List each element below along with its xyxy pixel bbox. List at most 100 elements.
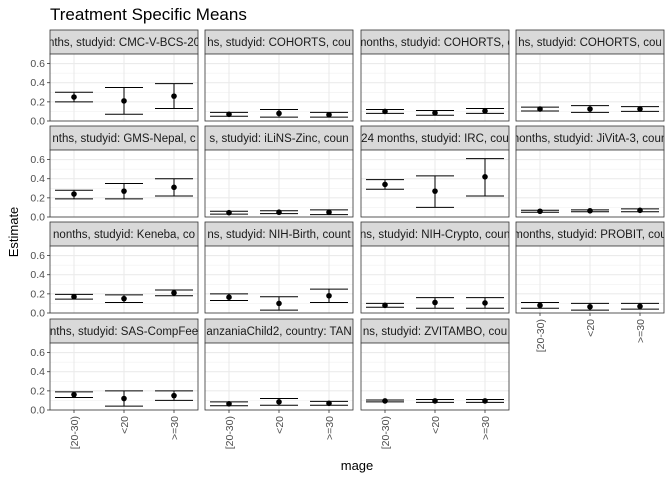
facet-strip	[49, 318, 199, 344]
y-tick-label: 0.6	[30, 347, 45, 359]
estimate-point	[71, 391, 77, 398]
facet-strip	[515, 125, 665, 151]
facet-panel: months, studyid: PROBIT, cou [20-30) <20 >=…	[513, 221, 666, 352]
estimate-point	[382, 108, 388, 115]
estimate-point	[276, 399, 282, 405]
panel-border	[515, 53, 665, 122]
facet-panel: nths, studyid: GMS-Nepal, c 0.0 0.2 0.4 0.6	[30, 125, 199, 224]
estimate-point	[382, 398, 388, 404]
facet-panel: s, studyid: iLiNS-Zinc, coun	[204, 125, 354, 218]
x-tick-label: <20	[274, 416, 286, 434]
estimate-point	[121, 188, 127, 194]
facet-strip	[360, 221, 510, 247]
estimate-point	[171, 93, 177, 99]
y-tick-label: 0.2	[30, 96, 45, 108]
facet-strip-label: ns, studyid: NIH-Birth, count	[207, 229, 351, 241]
x-tick-label: <20	[430, 416, 442, 434]
estimate-point	[637, 106, 643, 112]
panel-border	[49, 149, 199, 218]
estimate-point	[537, 302, 543, 309]
estimate-point	[71, 293, 77, 300]
panel-border	[360, 245, 510, 314]
estimate-point	[226, 294, 232, 301]
estimate-point	[121, 295, 127, 302]
x-tick-label: <20	[119, 416, 131, 434]
facet-panel: ns, studyid: ZVITAMBO, cou [20-30) <20 >=30	[360, 318, 510, 449]
facet-panel: nths, studyid: CMC-V-BCS-20 0.0 0.2 0.4 0.6	[30, 29, 199, 128]
facet-strip-label: s, studyid: iLiNS-Zinc, coun	[209, 133, 348, 145]
x-tick-label: <20	[585, 319, 597, 337]
facet-strip	[49, 221, 199, 247]
estimate-point	[587, 207, 593, 214]
estimate-point	[482, 174, 488, 180]
panel-border	[204, 53, 354, 122]
estimate-point	[637, 303, 643, 310]
facet-panel: ns, studyid: NIH-Birth, count	[204, 221, 354, 314]
estimate-point	[382, 302, 388, 309]
estimate-point	[326, 111, 332, 118]
estimate-point	[171, 290, 177, 296]
estimate-point	[432, 110, 438, 116]
estimate-point	[326, 209, 332, 216]
estimate-point	[226, 400, 232, 407]
facet-strip	[360, 29, 510, 55]
x-tick-label: >=30	[480, 416, 492, 440]
estimate-point	[326, 400, 332, 407]
y-tick-label: 0.0	[30, 116, 45, 128]
facet-panel: hs, studyid: COHORTS, cou	[515, 29, 665, 122]
facet-panel: 24 months, studyid: IRC, cou	[360, 125, 510, 218]
facet-panel: anzaniaChild2, country: TAN [20-30) <20 >=3…	[204, 318, 354, 449]
estimate-point	[382, 181, 388, 188]
estimate-point	[71, 191, 77, 197]
estimate-point	[226, 209, 232, 216]
facet-strip-label: nonths, studyid: Keneba, co	[53, 229, 195, 241]
estimate-point	[71, 94, 77, 100]
facet-strip-label: months, studyid: PROBIT, cou	[513, 229, 666, 241]
panel-border	[49, 245, 199, 314]
facet-strip	[204, 221, 354, 247]
estimate-point	[326, 292, 332, 299]
facet-strip-label: hs, studyid: COHORTS, cou	[518, 37, 662, 49]
estimate-point	[482, 300, 488, 306]
panel-border	[49, 53, 199, 122]
x-tick-label: [20-30)	[69, 416, 81, 449]
x-tick-label: >=30	[169, 416, 181, 440]
estimate-point	[482, 108, 488, 114]
estimate-point	[226, 111, 232, 118]
y-tick-label: 0.4	[30, 77, 45, 89]
y-tick-label: 0.0	[30, 405, 45, 417]
y-tick-label: 0.0	[30, 212, 45, 224]
estimate-point	[587, 303, 593, 310]
panel-border	[360, 53, 510, 122]
estimate-point	[121, 395, 127, 402]
y-tick-label: 0.0	[30, 308, 45, 320]
estimate-point	[276, 300, 282, 307]
facet-strip-label: months, studyid: COHORTS, c	[357, 37, 514, 49]
estimate-point	[482, 398, 488, 404]
facet-strip	[204, 125, 354, 151]
y-tick-label: 0.2	[30, 192, 45, 204]
estimate-point	[537, 208, 543, 215]
y-tick-label: 0.4	[30, 173, 45, 185]
panel-border	[204, 149, 354, 218]
estimate-point	[276, 110, 282, 117]
y-axis-title: Estimate	[6, 207, 21, 258]
facet-strip	[515, 221, 665, 247]
facet-panel: months, studyid: COHORTS, c	[357, 29, 514, 122]
facet-strip-label: hs, studyid: COHORTS, cou	[207, 37, 351, 49]
estimate-point	[637, 207, 643, 214]
estimate-point	[171, 184, 177, 191]
y-tick-label: 0.4	[30, 269, 45, 281]
y-tick-label: 0.6	[30, 250, 45, 262]
facet-panel: nths, studyid: SAS-CompFee 0.0 0.2 0.4 0.6 [2…	[30, 318, 199, 449]
y-tick-label: 0.2	[30, 288, 45, 300]
facet-strip-label: nths, studyid: GMS-Nepal, c	[52, 133, 195, 145]
facet-strip	[49, 29, 199, 55]
estimate-point	[121, 98, 127, 104]
y-tick-label: 0.6	[30, 58, 45, 70]
x-tick-label: >=30	[635, 319, 647, 343]
y-tick-label: 0.6	[30, 154, 45, 166]
panel-border	[360, 149, 510, 218]
panel-border	[204, 245, 354, 314]
y-tick-label: 0.2	[30, 385, 45, 397]
